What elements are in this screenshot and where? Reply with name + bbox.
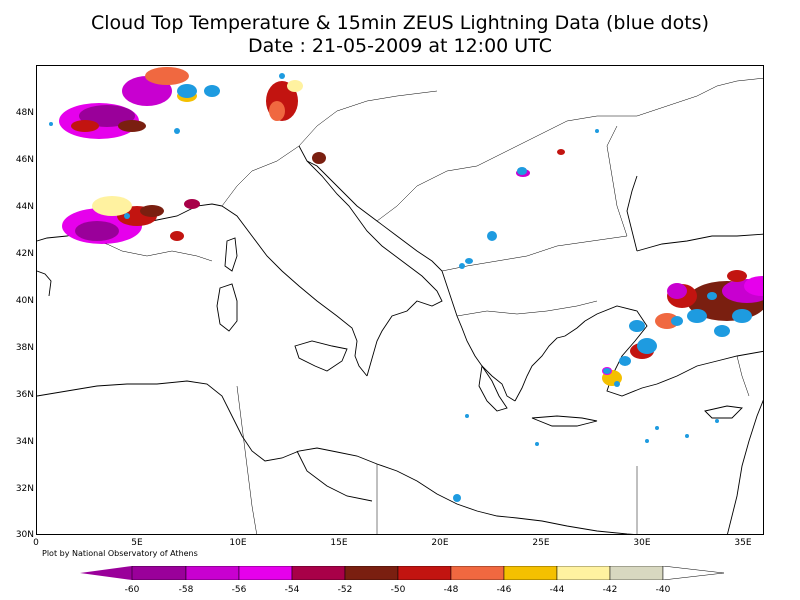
lon-label-0: 0 [33,538,39,548]
map-canvas [37,67,763,534]
lat-label-46n: 46N [15,155,34,165]
coastline-peloponnese [478,364,508,412]
lat-label-30n: 30N [15,530,34,540]
colorbar-label-60: -60 [124,585,140,595]
lon-label-5e: 5E [131,538,143,548]
coastline-gulf-sidra [296,450,373,502]
border-france [106,243,213,262]
coastline-north-africa [37,380,634,534]
lon-label-35e: 35E [734,538,752,548]
coastline-balkans-adriatic [306,160,453,302]
border-serbia-bulgaria [441,235,628,272]
colorbar-bin-10 [609,566,664,580]
lightning-dots [49,73,752,502]
coastline-black-sea-south [636,233,763,252]
coastline-cyprus [704,405,743,419]
colorbar-label-42: -42 [602,585,618,595]
coastline-turkey [584,305,763,397]
border-turkey-syria [736,355,750,397]
colorbar-bin-8 [503,566,558,580]
coastline-sardinia [216,283,238,332]
colorbar-label-46: -46 [496,585,512,595]
country-borders [106,77,763,534]
border-greece-north [456,300,598,317]
colorbar-arrow-right [662,566,724,580]
lon-label-20e: 20E [431,538,449,548]
coastlines [37,145,763,534]
colorbar-label-52: -52 [337,585,353,595]
colorbar-label-50: -50 [390,585,406,595]
coastline-greece-west [451,300,516,402]
colorbar-bin-2 [185,566,240,580]
colorbar-bin-9 [556,566,611,580]
border-hungary-romania [476,95,698,167]
border-romania-east [606,125,628,237]
map-panel [36,65,764,535]
colorbar-label-54: -54 [284,585,300,595]
coastline-levant [727,399,763,534]
coastline-spain-east [37,270,52,297]
lat-label-44n: 44N [15,202,34,212]
coastline-italy-west [221,205,368,377]
coastline-italy-east [298,145,443,377]
border-alps [221,145,300,207]
lon-label-15e: 15E [330,538,348,548]
credit-text: Plot by National Observatory of Athens [42,549,198,558]
lat-label-42n: 42N [15,249,34,259]
chart-subtitle: Date : 21-05-2009 at 12:00 UTC [248,35,552,57]
border-austria [298,90,438,147]
lat-label-40n: 40N [15,296,34,306]
colorbar-label-48: -48 [443,585,459,595]
coastline-black-sea-west [626,175,638,252]
coastline-sicily [294,340,348,372]
coastline-corsica [224,237,238,272]
lon-label-30e: 30E [633,538,651,548]
lon-label-10e: 10E [229,538,247,548]
lat-label-48n: 48N [15,108,34,118]
colorbar-bin-1 [131,566,187,580]
cloud-top-cells [59,67,763,386]
lon-label-25e: 25E [532,538,550,548]
colorbar-bin-5 [344,566,399,580]
colorbar-label-40: -40 [655,585,671,595]
colorbar-arrow-left [80,566,132,580]
color-legend [80,566,724,580]
chart-title: Cloud Top Temperature & 15min ZEUS Light… [91,12,709,34]
colorbar-label-44: -44 [549,585,565,595]
border-slovenia-croatia [376,165,478,222]
lat-label-32n: 32N [15,484,34,494]
lat-label-36n: 36N [15,390,34,400]
colorbar-label-56: -56 [231,585,247,595]
coastline-greece-east [514,320,586,402]
border-ukraine [696,77,763,97]
border-algeria-libya [236,385,257,534]
colorbar-bin-4 [291,566,346,580]
lat-label-38n: 38N [15,343,34,353]
colorbar-bin-6 [397,566,452,580]
lat-label-34n: 34N [15,437,34,447]
colorbar-label-58: -58 [178,585,194,595]
coastline-crete [531,415,598,427]
colorbar-bin-7 [450,566,505,580]
colorbar-bin-3 [238,566,293,580]
